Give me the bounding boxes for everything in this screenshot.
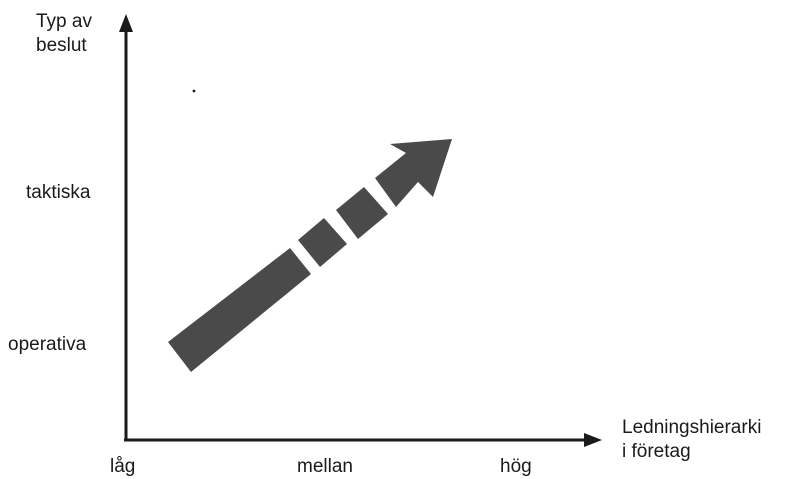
y-axis-title-line-2: beslut [36, 35, 87, 56]
arrow-segment-medium [336, 187, 388, 239]
x-level-mellan: mellan [297, 456, 353, 477]
x-level-hog: hög [500, 456, 532, 477]
x-axis-title-line-2: i företag [622, 441, 691, 462]
y-axis-title-line-1: Typ av [36, 11, 92, 32]
progression-arrow [168, 139, 452, 372]
y-level-operativa: operativa [8, 334, 87, 355]
arrow-segment-long [168, 248, 311, 372]
y-axis-title: Typ av beslut [36, 10, 92, 58]
y-axis-arrowhead [119, 14, 133, 32]
arrow-segment-small [298, 218, 347, 267]
speck [192, 89, 196, 93]
x-axis-arrowhead [584, 433, 602, 447]
y-level-taktiska: taktiska [26, 182, 91, 203]
x-axis-title-line-1: Ledningshierarki [622, 417, 762, 438]
x-level-lag: låg [110, 456, 136, 477]
arrow-head-segment [375, 139, 452, 207]
x-axis-title: Ledningshierarki i företag [622, 416, 761, 464]
